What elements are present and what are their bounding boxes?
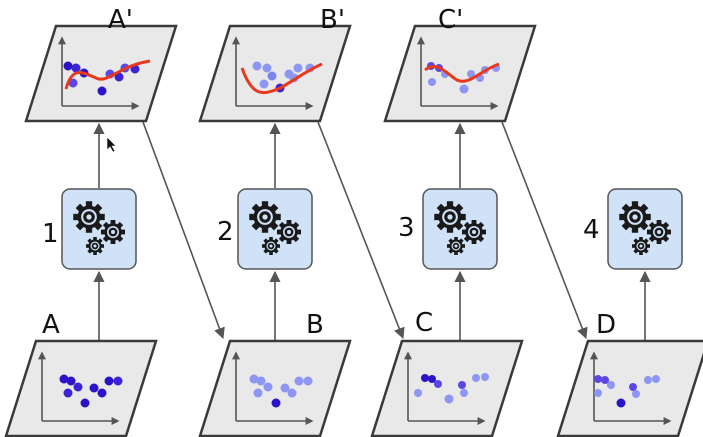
panel-b-prime [200,26,350,121]
label-b-prime: B' [320,5,345,35]
label-d: D [596,310,616,340]
scatter-dots [249,374,313,408]
panel-a [6,341,156,436]
panel-a-prime [26,26,176,121]
panel-d [558,341,703,436]
label-a: A [42,310,60,340]
gears-icon-2 [238,189,312,269]
gears-icon-1 [62,189,136,269]
label-c-prime: C' [438,5,463,35]
scatter-dots [59,374,123,408]
arrows [93,121,651,340]
label-a-prime: A' [108,5,133,35]
gears-icon-3 [423,189,497,269]
panel-c [372,341,522,436]
scatter-dots [414,373,489,404]
scatter-dots [594,375,660,408]
prediction-curve [424,62,500,83]
label-b: B [306,310,324,340]
step-label-1: 1 [42,219,59,249]
mouse-cursor-icon [106,136,117,153]
prediction-curve [240,62,323,95]
panel-c-prime [385,26,535,121]
prediction-curve [64,59,151,90]
panel-b [200,341,350,436]
gears-icon-4 [608,189,682,269]
step-label-4: 4 [583,215,600,245]
label-c: C [415,308,433,338]
step-label-3: 3 [398,213,415,243]
step-label-2: 2 [217,217,234,247]
